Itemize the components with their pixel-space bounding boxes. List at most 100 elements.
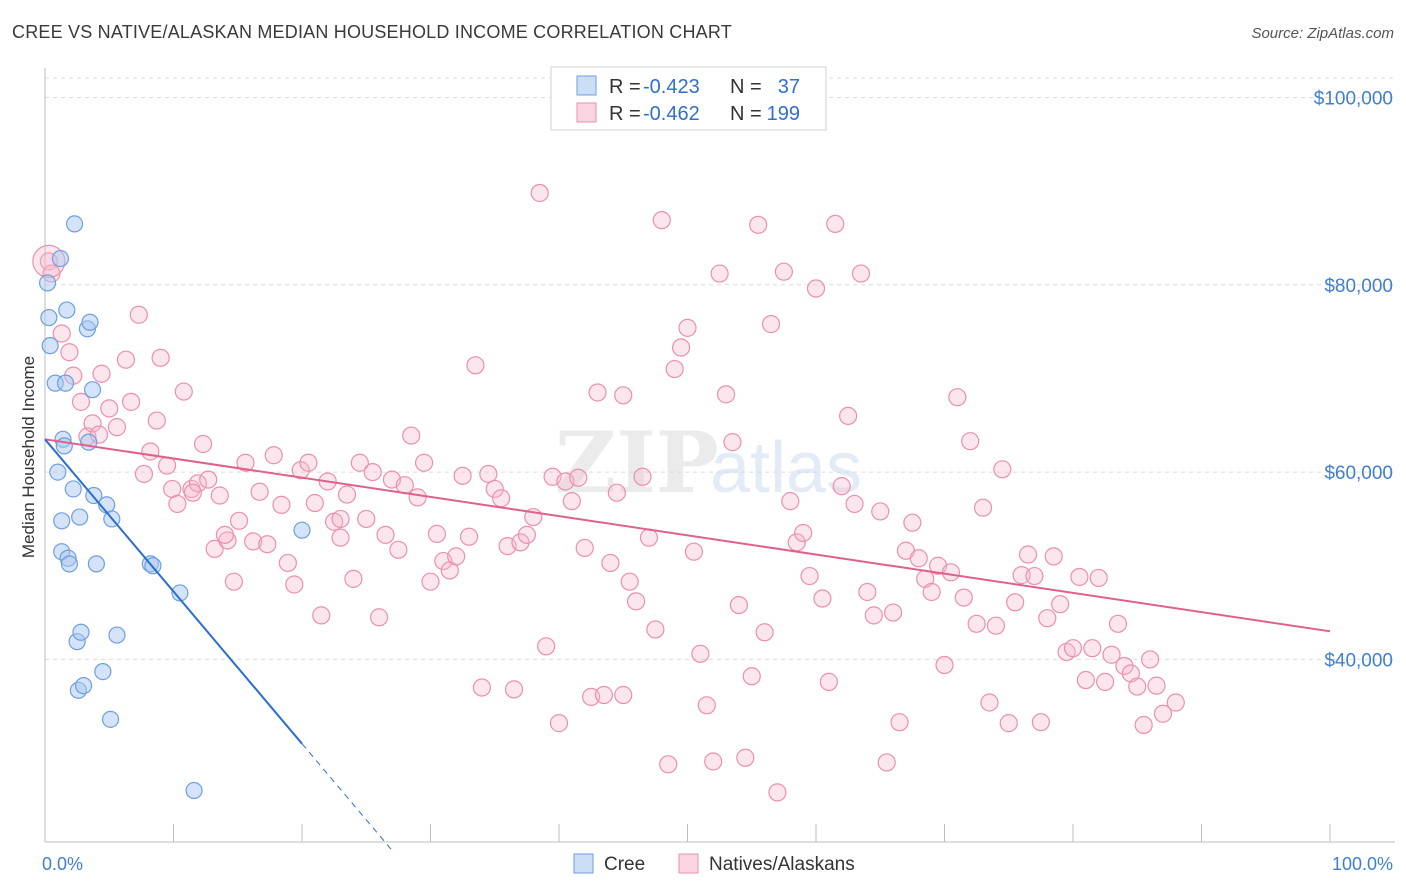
native-point-61 [427, 524, 447, 544]
native-point-59 [414, 453, 434, 472]
cree-point-0 [38, 274, 57, 292]
native-point-27 [205, 539, 224, 558]
native-point-127 [851, 264, 871, 283]
legend-n-label-native: N = [730, 103, 762, 125]
native-point-163 [1083, 639, 1102, 658]
native-point-48 [344, 569, 363, 588]
native-point-67 [466, 356, 485, 375]
native-point-149 [993, 460, 1012, 479]
native-point-160 [1063, 639, 1083, 658]
y-tick-label-2: $80,000 [1324, 276, 1393, 297]
native-point-37 [272, 495, 291, 514]
native-point-118 [794, 523, 813, 543]
legend-n-value-cree: 37 [778, 76, 800, 98]
native-point-169 [1121, 664, 1140, 683]
native-point-7 [83, 414, 102, 433]
native-point-65 [453, 466, 472, 485]
native-point-40 [291, 461, 310, 480]
y-tick-label-0: $40,000 [1324, 650, 1393, 671]
native-point-108 [729, 595, 749, 615]
native-series-points [32, 183, 1185, 802]
native-point-138 [922, 582, 941, 602]
axes [44, 68, 1395, 843]
native-trend-line [44, 438, 1331, 633]
legend-r-label-cree: R = [609, 76, 641, 98]
native-point-143 [954, 588, 973, 607]
native-point-50 [357, 509, 376, 529]
native-point-122 [819, 672, 838, 691]
bottom-legend-label-cree: Cree [604, 854, 645, 875]
legend-r-value-cree: -0.423 [643, 76, 700, 98]
native-point-100 [678, 318, 697, 337]
native-point-132 [883, 603, 903, 622]
native-point-168 [1115, 656, 1134, 676]
native-point-147 [980, 693, 999, 712]
cree-point-36 [293, 521, 311, 539]
native-point-56 [395, 476, 414, 495]
native-point-60 [421, 572, 440, 591]
cree-point-5 [51, 249, 70, 268]
native-point-116 [781, 492, 800, 511]
native-point-36 [264, 446, 283, 465]
native-point-71 [492, 489, 511, 508]
watermark-zip: ZIP [555, 413, 719, 512]
native-point-162 [1076, 670, 1095, 690]
native-point-125 [839, 406, 858, 426]
native-point-94 [639, 528, 659, 547]
native-point-33 [244, 532, 263, 551]
native-point-98 [665, 359, 684, 379]
native-point-174 [1153, 704, 1173, 723]
native-point-24 [188, 474, 208, 493]
native-point-35 [258, 535, 277, 554]
legend-swatch-native [576, 102, 597, 123]
native-point-158 [1051, 595, 1070, 614]
native-point-148 [986, 616, 1006, 635]
native-point-172 [1140, 650, 1160, 669]
native-point-64 [447, 547, 466, 566]
native-point-75 [517, 525, 536, 544]
cree-point-15 [65, 215, 84, 233]
native-point-28 [210, 486, 229, 505]
native-point-38 [278, 553, 297, 573]
native-point-176 [614, 685, 633, 705]
native-point-110 [742, 667, 761, 686]
cree-point-10 [56, 374, 75, 392]
native-point-96 [652, 211, 671, 230]
native-point-179 [183, 483, 202, 502]
native-point-123 [826, 214, 845, 234]
cree-point-1 [40, 308, 58, 327]
native-point-21 [168, 494, 187, 514]
native-point-19 [157, 456, 177, 475]
native-point-111 [749, 215, 768, 234]
cree-point-9 [55, 437, 73, 455]
legend-swatch-cree [576, 75, 597, 96]
native-point-57 [402, 426, 421, 445]
trend-lines [44, 438, 1331, 851]
native-point-175 [1166, 693, 1185, 712]
native-point-102 [691, 644, 710, 663]
native-point-31 [229, 511, 249, 530]
native-point-91 [620, 572, 639, 591]
native-point-128 [858, 582, 877, 602]
native-point-55 [389, 540, 408, 559]
cree-point-24 [83, 381, 102, 399]
native-point-25 [193, 434, 213, 454]
native-point-34 [250, 482, 269, 501]
native-point-92 [626, 592, 646, 611]
native-point-146 [973, 498, 993, 517]
native-point-144 [961, 432, 980, 451]
cree-point-18 [71, 508, 89, 526]
legend-n-value-native: 199 [767, 103, 800, 125]
native-point-142 [948, 388, 967, 407]
native-point-51 [363, 462, 382, 482]
native-point-74 [511, 533, 530, 552]
native-point-12 [116, 350, 136, 369]
native-point-11 [107, 418, 127, 437]
native-point-164 [1089, 568, 1108, 588]
cree-trend-line [44, 438, 303, 745]
native-point-9 [92, 364, 111, 383]
native-point-80 [549, 714, 569, 733]
native-point-15 [134, 464, 154, 484]
native-point-89 [607, 483, 626, 502]
